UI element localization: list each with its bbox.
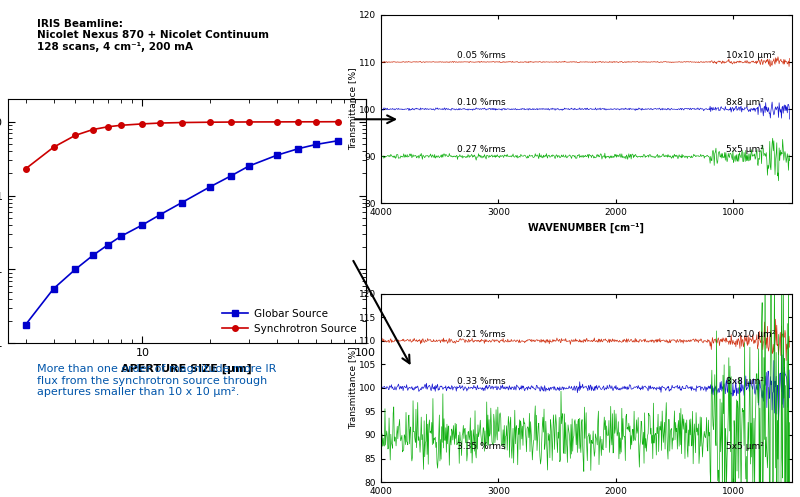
Synchrotron Source xyxy=(155,120,165,126)
Text: 0.27 %rms: 0.27 %rms xyxy=(458,145,506,154)
Globar Source xyxy=(272,152,282,158)
Globar Source xyxy=(205,184,214,190)
Globar Source xyxy=(155,212,165,218)
Text: 8x8 μm²: 8x8 μm² xyxy=(726,377,764,386)
Text: 3.35 %rms: 3.35 %rms xyxy=(458,442,506,451)
Y-axis label: Transmittance [%]: Transmittance [%] xyxy=(348,346,358,429)
Globar Source xyxy=(244,163,254,169)
Synchrotron Source xyxy=(138,121,147,127)
X-axis label: WAVENUMBER [cm⁻¹]: WAVENUMBER [cm⁻¹] xyxy=(529,223,645,233)
Globar Source xyxy=(226,173,236,179)
Text: 10x10 μm²: 10x10 μm² xyxy=(726,330,775,339)
Synchrotron Source xyxy=(116,122,126,128)
Synchrotron Source xyxy=(49,144,58,150)
Text: 0.21 %rms: 0.21 %rms xyxy=(458,330,506,339)
Synchrotron Source xyxy=(294,119,303,125)
Text: IRIS Beamline:
Nicolet Nexus 870 + Nicolet Continuum
128 scans, 4 cm⁻¹, 200 mA: IRIS Beamline: Nicolet Nexus 870 + Nicol… xyxy=(37,19,269,52)
Y-axis label: Transmittance [%]: Transmittance [%] xyxy=(348,68,358,151)
Synchrotron Source xyxy=(70,132,80,138)
Globar Source xyxy=(311,142,321,148)
Synchrotron Source xyxy=(244,119,254,125)
Globar Source xyxy=(103,242,113,248)
Text: 5x5 μm²: 5x5 μm² xyxy=(726,145,764,154)
Line: Synchrotron Source: Synchrotron Source xyxy=(23,119,340,171)
Text: 0.33 %rms: 0.33 %rms xyxy=(458,377,506,386)
Globar Source xyxy=(294,146,303,152)
Text: 8x8 μm²: 8x8 μm² xyxy=(726,98,764,107)
Globar Source xyxy=(49,286,58,292)
Synchrotron Source xyxy=(272,119,282,125)
Globar Source xyxy=(138,222,147,228)
Synchrotron Source xyxy=(103,124,113,130)
Globar Source xyxy=(21,322,30,328)
Text: 5x5 μm²: 5x5 μm² xyxy=(726,442,764,451)
Globar Source xyxy=(88,252,98,258)
Globar Source xyxy=(70,266,80,272)
Synchrotron Source xyxy=(226,119,236,125)
Text: More than one order of magnitude more IR
flux from the synchrotron source throug: More than one order of magnitude more IR… xyxy=(37,364,276,397)
Text: 10x10 μm²: 10x10 μm² xyxy=(726,51,775,60)
Synchrotron Source xyxy=(311,119,321,125)
Globar Source xyxy=(116,234,126,240)
Synchrotron Source xyxy=(177,120,186,126)
Text: 0.05 %rms: 0.05 %rms xyxy=(458,51,506,60)
Line: Globar Source: Globar Source xyxy=(23,138,340,328)
Synchrotron Source xyxy=(88,127,98,133)
Synchrotron Source xyxy=(21,166,30,172)
Text: 0.10 %rms: 0.10 %rms xyxy=(458,98,506,107)
Legend: Globar Source, Synchrotron Source: Globar Source, Synchrotron Source xyxy=(218,305,360,338)
X-axis label: APERTURE SIZE [μm]: APERTURE SIZE [μm] xyxy=(122,364,252,374)
Synchrotron Source xyxy=(333,119,342,125)
Globar Source xyxy=(177,200,186,206)
Synchrotron Source xyxy=(205,119,214,125)
Globar Source xyxy=(333,138,342,144)
